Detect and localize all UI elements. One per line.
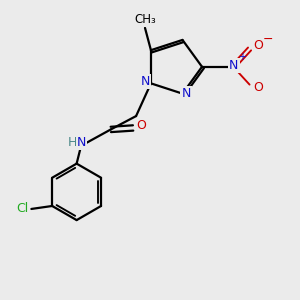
Text: H: H bbox=[68, 136, 77, 149]
Text: −: − bbox=[263, 33, 273, 46]
Text: Cl: Cl bbox=[16, 202, 28, 215]
Text: O: O bbox=[253, 81, 263, 94]
Text: N: N bbox=[182, 87, 191, 100]
Text: +: + bbox=[238, 52, 245, 62]
Text: N: N bbox=[229, 59, 239, 72]
Text: O: O bbox=[254, 40, 263, 52]
Text: N: N bbox=[141, 75, 150, 88]
Text: N: N bbox=[77, 136, 86, 149]
Text: O: O bbox=[136, 119, 146, 132]
Text: CH₃: CH₃ bbox=[134, 13, 156, 26]
